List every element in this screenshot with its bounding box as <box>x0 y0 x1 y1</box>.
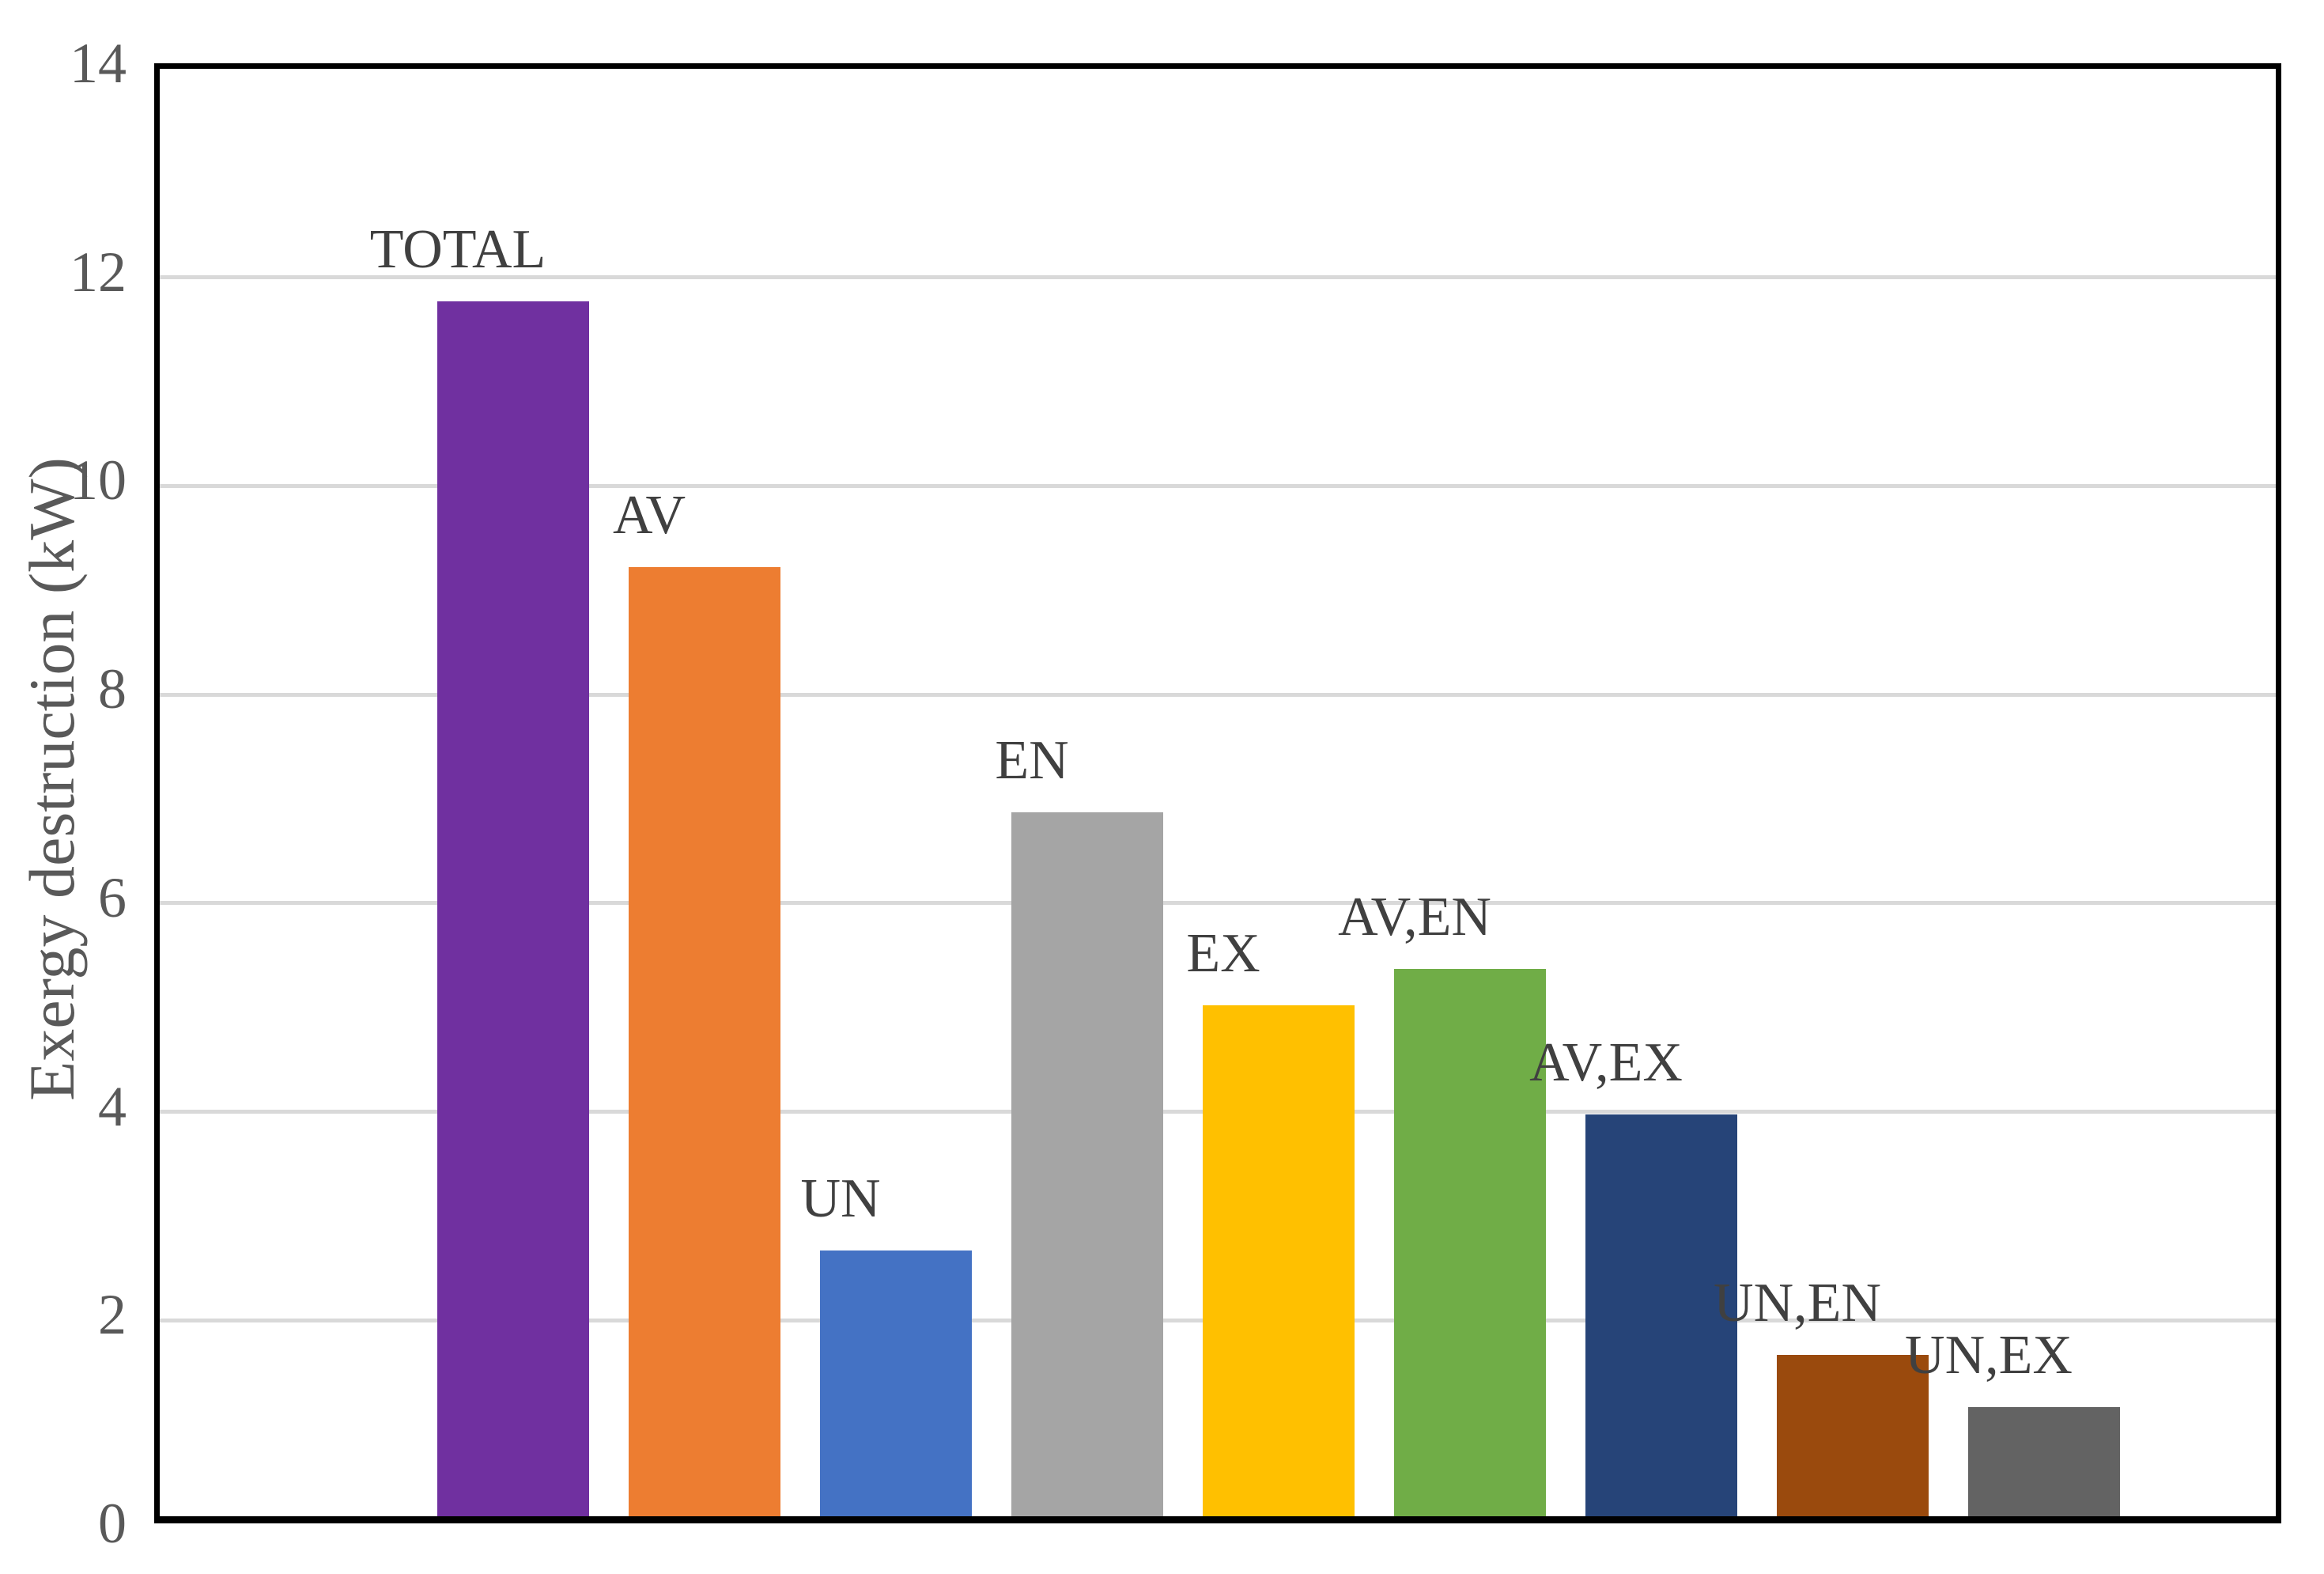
bar-label-UN,EX: UN,EX <box>1905 1324 2073 1386</box>
bar-UN,EN <box>1777 1354 1929 1516</box>
bar-TOTAL <box>437 301 589 1516</box>
y-axis-tick-label-12: 12 <box>70 240 127 304</box>
plot-area: TOTAL AV UN EN EX AV,EN AV,EX UN,EN UN,EX <box>154 63 2281 1523</box>
bar-label-AV,EN: AV,EN <box>1338 886 1491 948</box>
bar-AV,EX <box>1585 1114 1737 1516</box>
y-axis-tick-label-4: 4 <box>98 1074 127 1138</box>
y-axis-tick-label-10: 10 <box>70 448 127 513</box>
gridline-6 <box>160 901 2276 906</box>
y-axis-tick-label-2: 2 <box>98 1283 127 1347</box>
y-axis-tick-label-14: 14 <box>70 32 127 95</box>
bar-UN <box>820 1250 972 1516</box>
bar-UN,EX <box>1968 1406 2120 1516</box>
bar-label-AV: AV <box>612 485 686 547</box>
bar-AV,EN <box>1394 968 1546 1516</box>
bar-label-EX: EX <box>1186 922 1260 984</box>
bar-label-AV,EX: AV,EX <box>1529 1032 1683 1094</box>
gridline-12 <box>160 275 2276 280</box>
bar-label-TOTAL: TOTAL <box>369 218 546 280</box>
gridline-8 <box>160 692 2276 697</box>
bar-AV <box>629 567 780 1516</box>
bar-label-UN: UN <box>800 1167 881 1229</box>
y-axis-tick-label-0: 0 <box>98 1492 127 1555</box>
bar-EN <box>1011 812 1163 1516</box>
y-axis-tick-label-6: 6 <box>98 865 127 929</box>
y-axis-title: Exergy destruction (kW) <box>16 457 88 1101</box>
gridline-10 <box>160 483 2276 488</box>
bar-label-UN,EN: UN,EN <box>1714 1272 1881 1334</box>
bar-label-EN: EN <box>995 729 1069 791</box>
y-axis-tick-label-8: 8 <box>98 657 127 721</box>
bar-EX <box>1203 1005 1355 1516</box>
